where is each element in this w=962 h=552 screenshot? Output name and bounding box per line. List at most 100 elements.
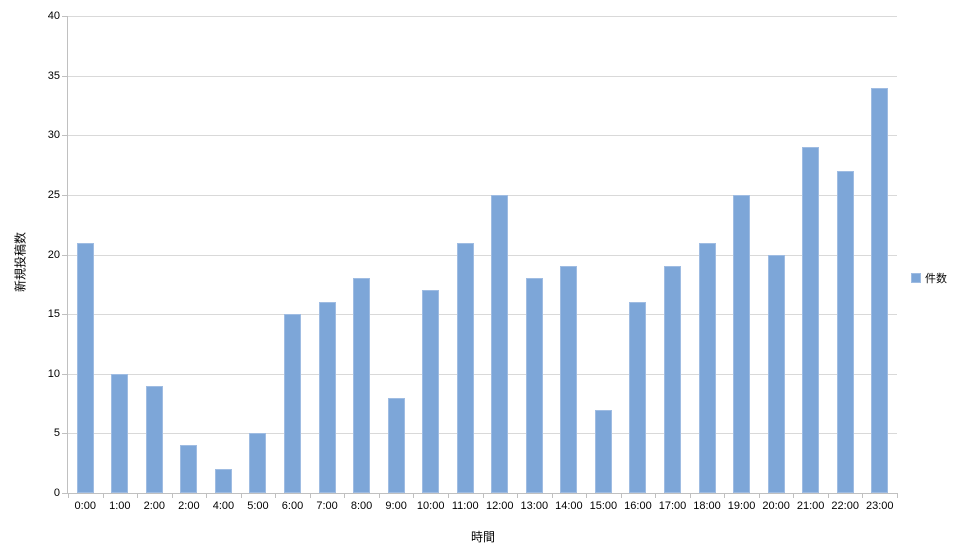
legend-label: 件数: [925, 273, 947, 285]
legend: 件数: [911, 270, 947, 286]
bar: [76, 242, 94, 493]
bar: [698, 242, 716, 493]
bar: [284, 314, 302, 493]
x-axis-tick: [137, 493, 139, 498]
bar: [318, 302, 336, 493]
x-tick-label: 2:00: [143, 500, 166, 512]
y-axis-tick: [62, 254, 67, 256]
y-tick-label: 5: [53, 427, 60, 440]
bar: [733, 194, 751, 493]
bar: [214, 469, 232, 493]
x-axis-tick: [378, 493, 380, 498]
x-tick-label: 6:00: [281, 500, 304, 512]
x-axis-tick: [206, 493, 208, 498]
x-tick-label: 12:00: [486, 500, 514, 512]
gridline: [68, 135, 897, 137]
bar: [871, 87, 889, 493]
x-axis-tick: [827, 493, 829, 498]
x-tick-label: 15:00: [589, 500, 618, 512]
bar: [249, 433, 267, 493]
x-axis-tick: [724, 493, 726, 498]
bar: [491, 194, 509, 493]
bar: [525, 278, 543, 493]
y-axis-tick: [62, 135, 67, 137]
x-tick-label: 0:00: [74, 500, 96, 512]
x-axis-tick: [344, 493, 346, 498]
x-axis-tick: [689, 493, 691, 498]
x-tick-label: 16:00: [624, 500, 652, 512]
x-axis-tick: [793, 493, 795, 498]
y-axis-title: 新規投稿数: [13, 231, 28, 293]
x-tick-label: 8:00: [350, 500, 373, 512]
y-axis-tick: [62, 16, 67, 17]
bar: [663, 266, 681, 493]
x-axis-tick: [102, 493, 104, 498]
x-tick-label: 4:00: [212, 500, 235, 512]
x-tick-label: 1:00: [109, 500, 131, 512]
x-tick-label: 17:00: [658, 500, 687, 512]
y-axis-line: [67, 16, 68, 494]
x-axis-tick: [655, 493, 657, 498]
x-axis-tick: [413, 493, 415, 498]
x-axis-tick: [517, 493, 519, 498]
gridline: [68, 194, 897, 196]
y-axis-tick: [62, 314, 67, 316]
x-tick-label: 7:00: [316, 500, 338, 512]
y-axis-tick: [62, 433, 67, 435]
y-tick-label: 40: [47, 10, 60, 22]
gridline: [68, 16, 897, 17]
x-axis-tick: [862, 493, 864, 498]
y-tick-label: 20: [47, 248, 60, 261]
gridline: [68, 433, 897, 435]
x-axis-tick: [68, 493, 69, 498]
x-axis-tick: [897, 493, 898, 498]
x-tick-label: 11:00: [451, 500, 479, 512]
bar: [767, 254, 785, 493]
x-axis-tick: [275, 493, 277, 498]
bar: [145, 385, 163, 493]
gridline: [68, 75, 897, 77]
bar: [629, 302, 647, 493]
bar: [836, 171, 854, 493]
x-axis-tick: [309, 493, 311, 498]
y-axis-tick: [62, 75, 67, 77]
bar: [180, 445, 198, 493]
x-tick-label: 22:00: [831, 500, 859, 512]
x-axis-tick: [551, 493, 553, 498]
x-tick-label: 10:00: [416, 500, 445, 512]
y-axis-tick: [62, 194, 67, 196]
x-axis-tick: [240, 493, 242, 498]
x-axis-tick: [758, 493, 760, 498]
y-tick-label: 15: [47, 308, 60, 321]
bar: [456, 242, 474, 493]
x-tick-label: 13:00: [520, 500, 549, 512]
x-tick-label: 20:00: [762, 500, 790, 512]
x-tick-label: 19:00: [727, 500, 756, 512]
x-tick-label: 18:00: [693, 500, 721, 512]
x-axis-tick: [620, 493, 622, 498]
bar: [353, 278, 371, 493]
bar: [594, 409, 612, 493]
gridline: [68, 314, 897, 316]
y-tick-label: 10: [47, 367, 60, 380]
x-tick-label: 14:00: [555, 500, 583, 512]
x-tick-label: 9:00: [385, 500, 407, 512]
bar: [387, 397, 405, 493]
bar: [560, 266, 578, 493]
y-tick-label: 30: [47, 129, 60, 142]
y-tick-label: 25: [47, 188, 60, 201]
gridline: [68, 254, 897, 256]
x-tick-label: 2:00: [178, 500, 200, 512]
bar: [111, 373, 129, 493]
x-tick-label: 21:00: [796, 500, 825, 512]
x-axis-tick: [586, 493, 588, 498]
x-axis-tick: [447, 493, 449, 498]
gridline: [68, 373, 897, 375]
bar: [422, 290, 440, 493]
x-tick-label: 5:00: [247, 500, 269, 512]
bar: [802, 147, 820, 493]
y-tick-label: 35: [47, 69, 60, 82]
x-tick-label: 23:00: [865, 500, 894, 512]
x-axis-title: 時間: [470, 530, 496, 544]
